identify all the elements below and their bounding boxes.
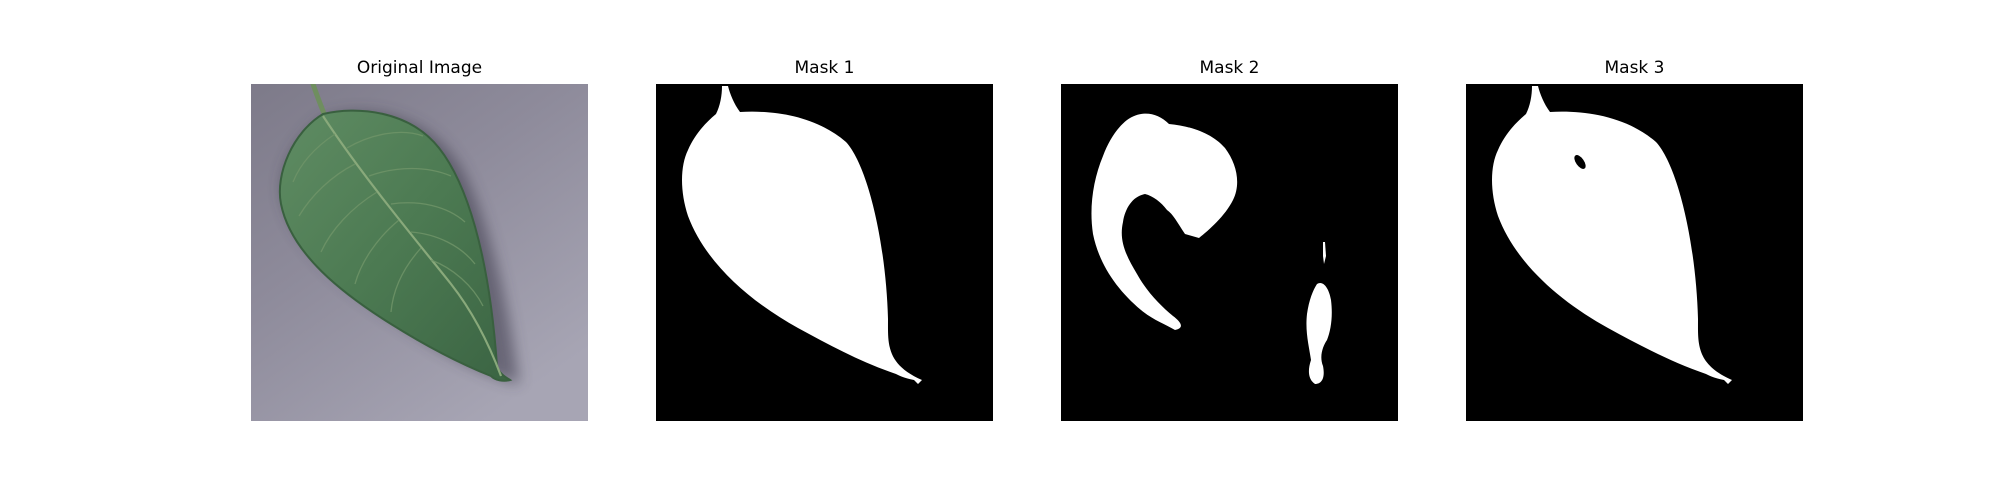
mask-1-image xyxy=(656,84,993,421)
panel-title-mask-1: Mask 1 xyxy=(794,58,855,78)
mask-3-panel xyxy=(1466,84,1803,421)
mask-1-panel xyxy=(656,84,993,421)
leaf-veins xyxy=(292,131,484,313)
original-image-panel xyxy=(251,84,588,421)
mask-2-upper-arc-region xyxy=(1091,113,1238,330)
mask-2-thin-speck xyxy=(1323,242,1326,264)
mask-1-leaf-region xyxy=(682,86,922,384)
panel-title-mask-3: Mask 3 xyxy=(1604,58,1665,78)
panel-title-original-image: Original Image xyxy=(356,58,483,78)
leaf-blade xyxy=(278,109,513,382)
leaf-photo xyxy=(251,84,588,421)
mask-3-leaf-region xyxy=(1492,86,1732,384)
mask-2-panel xyxy=(1061,84,1398,421)
mask-3-hole xyxy=(1574,155,1586,169)
leaf-midrib xyxy=(322,115,503,377)
panel-title-mask-2: Mask 2 xyxy=(1199,58,1260,78)
mask-3-image xyxy=(1466,84,1803,421)
mask-2-lower-right-fragment xyxy=(1306,282,1332,384)
mask-2-image xyxy=(1061,84,1398,421)
